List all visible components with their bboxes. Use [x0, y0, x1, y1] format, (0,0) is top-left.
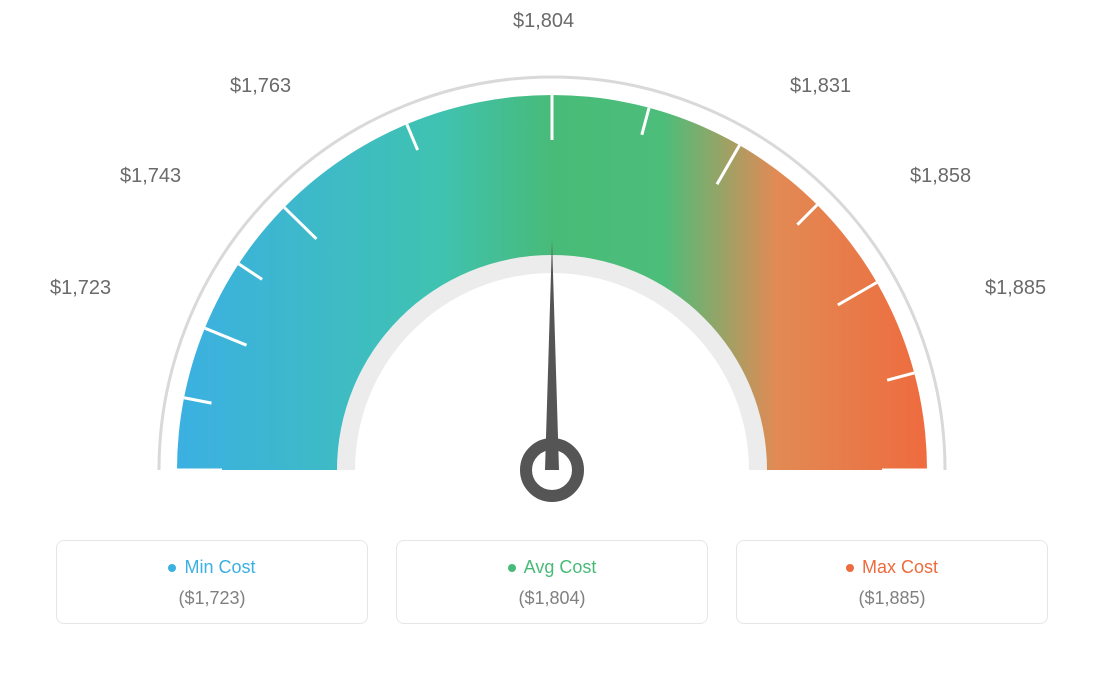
- gauge-tick-label: $1,831: [790, 75, 851, 98]
- legend-card-max: Max Cost ($1,885): [736, 540, 1048, 624]
- legend-title-text: Max Cost: [862, 557, 938, 578]
- gauge-chart: $1,723 $1,743 $1,763 $1,804 $1,831 $1,858 $1,8…: [0, 0, 1104, 530]
- legend-value-min: ($1,723): [57, 588, 367, 609]
- legend-title-text: Avg Cost: [524, 557, 597, 578]
- legend-value-avg: ($1,804): [397, 588, 707, 609]
- gauge-tick-label: $1,723: [50, 277, 111, 300]
- legend-value-max: ($1,885): [737, 588, 1047, 609]
- legend-title-min: Min Cost: [168, 557, 255, 578]
- gauge-tick-label: $1,763: [230, 75, 291, 98]
- legend-title-max: Max Cost: [846, 557, 938, 578]
- gauge-tick-label: $1,743: [120, 165, 181, 188]
- gauge-tick-label: $1,885: [985, 277, 1046, 300]
- dot-icon: [508, 564, 516, 572]
- legend-card-avg: Avg Cost ($1,804): [396, 540, 708, 624]
- gauge-tick-label: $1,858: [910, 165, 971, 188]
- dot-icon: [168, 564, 176, 572]
- legend-card-min: Min Cost ($1,723): [56, 540, 368, 624]
- gauge-tick-label: $1,804: [513, 10, 574, 33]
- legend-row: Min Cost ($1,723) Avg Cost ($1,804) Max …: [0, 540, 1104, 624]
- legend-title-text: Min Cost: [184, 557, 255, 578]
- legend-title-avg: Avg Cost: [508, 557, 597, 578]
- dot-icon: [846, 564, 854, 572]
